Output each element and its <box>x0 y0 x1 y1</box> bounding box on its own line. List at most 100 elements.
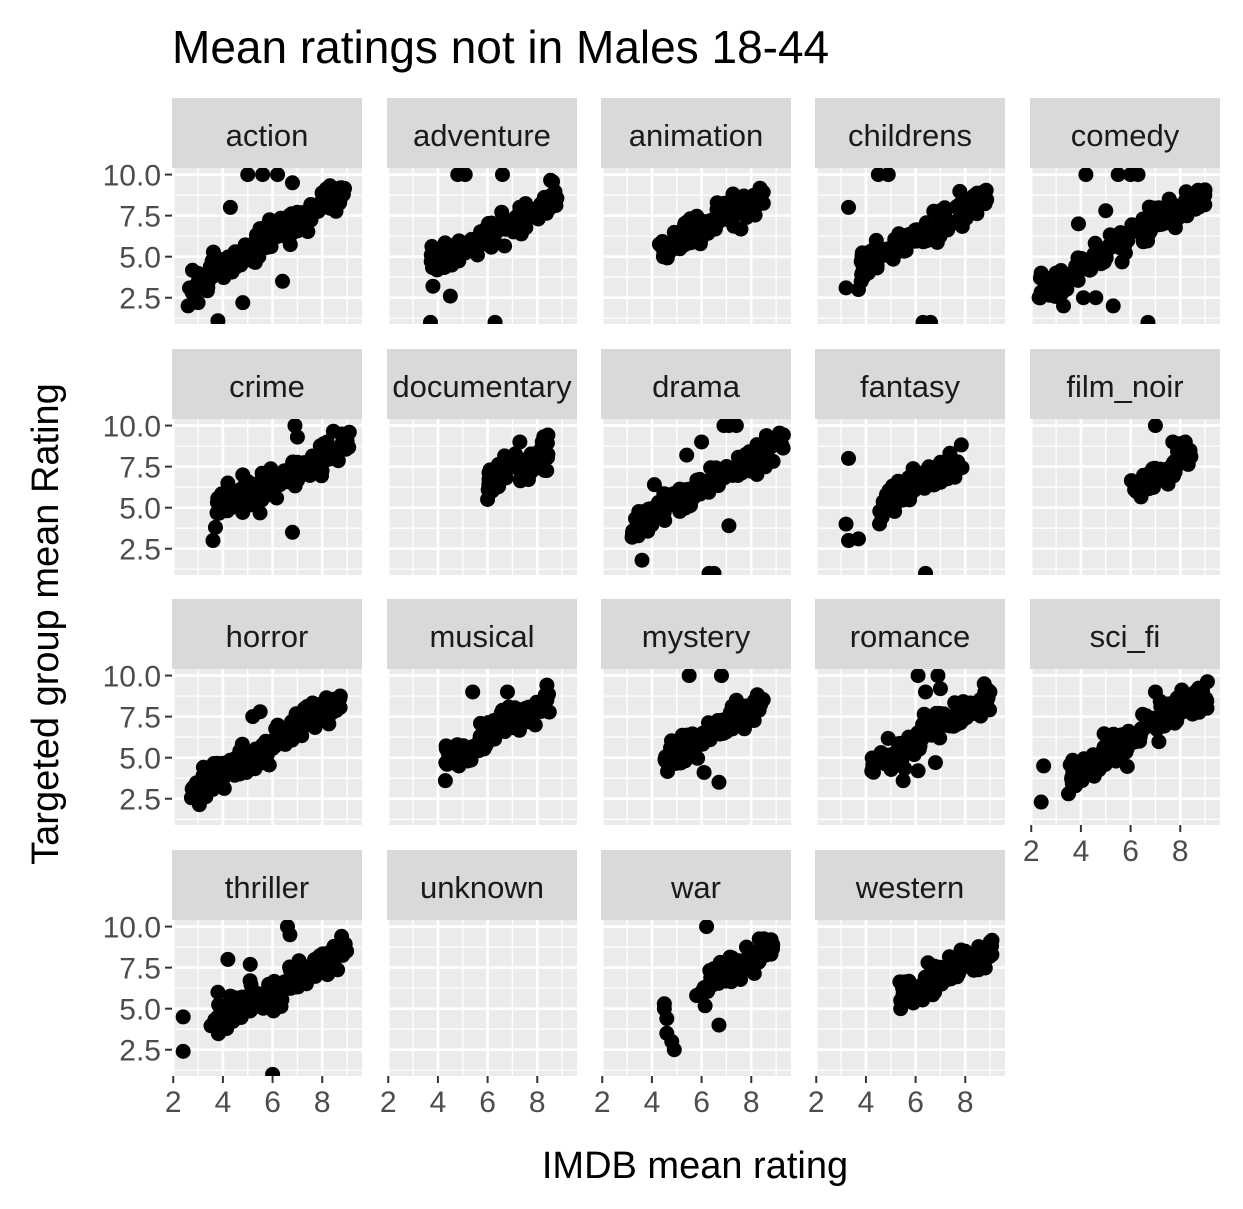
data-point-outlier <box>728 692 744 708</box>
data-point-outlier <box>220 951 236 967</box>
facet-label: documentary <box>392 369 572 404</box>
data-point-outlier <box>932 681 948 697</box>
facet-action: action 2.5 5.0 7.5 10.0 <box>103 98 362 324</box>
facet-strip <box>601 599 791 669</box>
data-point <box>318 695 334 710</box>
data-point <box>540 450 555 466</box>
facet-label: action <box>226 118 309 153</box>
data-point <box>243 488 258 504</box>
data-point <box>883 762 899 777</box>
points <box>656 920 781 1058</box>
data-point <box>473 737 489 753</box>
data-point-outlier <box>265 1066 281 1076</box>
x-tick-label: 2 <box>808 1086 825 1119</box>
data-point <box>494 204 510 220</box>
data-point <box>957 701 973 717</box>
data-point <box>320 957 336 973</box>
data-point-outlier <box>1075 290 1091 306</box>
data-point-outlier <box>957 943 973 959</box>
x-tick-label: 6 <box>1122 835 1139 868</box>
data-point <box>765 453 781 469</box>
data-point <box>537 463 553 478</box>
data-point-outlier <box>711 774 727 790</box>
data-point-outlier <box>689 988 705 1004</box>
facet-strip <box>387 98 577 168</box>
data-point <box>703 460 719 476</box>
y-tick-label: 2.5 <box>119 534 161 567</box>
x-tick-label: 6 <box>693 1086 710 1119</box>
data-point <box>748 191 764 207</box>
facet-strip <box>815 850 1005 920</box>
facet-label: fantasy <box>860 369 960 404</box>
facet-strip <box>387 599 577 669</box>
facet-childrens: childrens <box>814 98 1005 324</box>
data-point-outlier <box>465 684 481 700</box>
data-point-outlier <box>1140 314 1156 324</box>
facet-label: romance <box>850 619 971 654</box>
data-point <box>697 998 713 1014</box>
x-tick-label: 2 <box>594 1086 611 1119</box>
data-point <box>714 959 730 975</box>
x-tick-label: 4 <box>430 1086 447 1119</box>
data-point <box>1096 726 1112 742</box>
data-point <box>299 699 315 714</box>
data-point-outlier <box>289 429 305 445</box>
data-point <box>243 977 259 993</box>
data-point <box>540 703 555 719</box>
data-point <box>319 438 335 454</box>
data-point-outlier <box>1192 684 1208 700</box>
points <box>437 677 557 789</box>
data-point <box>711 209 727 225</box>
data-point <box>242 757 258 773</box>
data-point <box>869 258 885 274</box>
data-point <box>545 174 561 190</box>
points <box>1031 168 1213 324</box>
data-point <box>1075 756 1091 772</box>
y-axis-title: Targeted group mean Rating <box>25 383 67 865</box>
facet-strip <box>172 599 362 669</box>
facet-strip <box>172 349 362 419</box>
data-point-outlier <box>1060 786 1076 802</box>
y-tick-label: 10.0 <box>103 661 161 694</box>
facet-western: western 2 4 6 8 <box>808 850 1005 1119</box>
data-point-outlier <box>1078 168 1094 183</box>
facet-drama: drama <box>600 349 791 575</box>
data-point <box>733 456 749 472</box>
data-point <box>429 245 445 260</box>
data-point <box>334 426 350 442</box>
points <box>1033 674 1215 810</box>
points <box>838 168 995 324</box>
data-point <box>499 219 515 234</box>
x-tick-label: 8 <box>957 1086 974 1119</box>
data-point <box>1151 734 1167 750</box>
points <box>183 688 348 813</box>
data-point <box>984 947 1000 963</box>
data-point-outlier <box>841 450 857 466</box>
data-point <box>309 712 325 728</box>
data-point-outlier <box>656 1001 672 1017</box>
facet-strip <box>815 349 1005 419</box>
data-point-outlier <box>180 298 196 314</box>
points <box>1123 419 1199 505</box>
facet-crime: crime 2.5 5.0 7.5 10.0 <box>103 349 362 575</box>
data-point <box>972 700 988 716</box>
facet-strip <box>172 850 362 920</box>
data-point <box>1162 199 1178 215</box>
data-point-outlier <box>512 434 528 450</box>
data-point-outlier <box>494 168 510 183</box>
data-point <box>1114 254 1130 270</box>
chart-title: Mean ratings not in Males 18-44 <box>172 21 829 73</box>
facet-label: adventure <box>413 118 551 153</box>
facet-fantasy: fantasy <box>814 349 1005 575</box>
data-point-outlier <box>674 733 690 749</box>
data-point-outlier <box>850 282 866 298</box>
data-point <box>933 474 949 490</box>
data-point <box>208 771 224 787</box>
data-point <box>237 237 253 253</box>
data-point-outlier <box>220 475 236 491</box>
data-point-outlier <box>922 314 938 324</box>
data-point <box>1159 461 1175 477</box>
data-point-outlier <box>679 447 695 463</box>
data-point-outlier <box>711 1017 727 1033</box>
